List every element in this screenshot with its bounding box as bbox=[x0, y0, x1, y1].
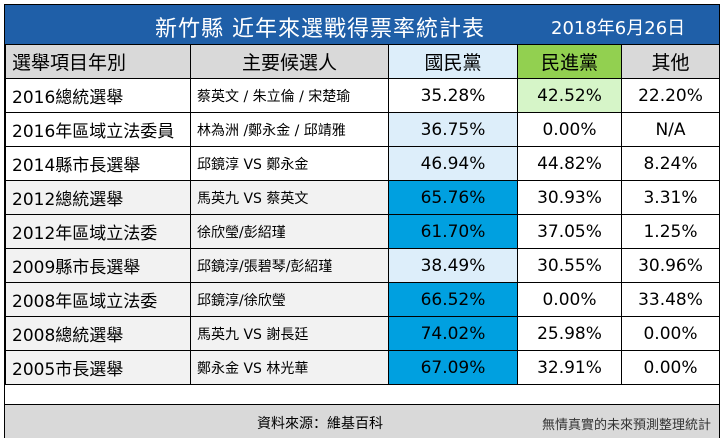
row-dpp: 42.52% bbox=[517, 78, 622, 113]
row-dpp: 30.93% bbox=[517, 180, 622, 215]
row-item: 2005市長選舉 bbox=[5, 350, 191, 385]
header-item: 選舉項目年別 bbox=[5, 44, 191, 79]
table-row: 2016總統選舉 蔡英文 / 朱立倫 / 宋楚瑜 35.28% 42.52% 2… bbox=[5, 78, 720, 113]
table-row: 2008總統選舉 馬英九 VS 謝長廷 74.02% 25.98% 0.00% bbox=[5, 316, 720, 351]
row-dpp: 0.00% bbox=[517, 282, 622, 317]
row-candidates: 鄭永金 VS 林光華 bbox=[190, 350, 389, 385]
table-row: 2012總統選舉 馬英九 VS 蔡英文 65.76% 30.93% 3.31% bbox=[5, 180, 720, 215]
row-other: N/A bbox=[621, 112, 720, 147]
row-dpp: 37.05% bbox=[517, 214, 622, 249]
header-candidates: 主要候選人 bbox=[190, 44, 389, 79]
row-kmt: 38.49% bbox=[388, 248, 518, 283]
election-results-table: 選舉項目年別 主要候選人 國民黨 民進黨 其他 2016總統選舉 蔡英文 / 朱… bbox=[5, 44, 720, 385]
row-item: 2016總統選舉 bbox=[5, 78, 191, 113]
row-other: 30.96% bbox=[621, 248, 720, 283]
table-row: 2012年區域立法委 徐欣瑩/彭紹瑾 61.70% 37.05% 1.25% bbox=[5, 214, 720, 249]
header-other: 其他 bbox=[621, 44, 720, 79]
row-other: 8.24% bbox=[621, 146, 720, 181]
table-row: 2014縣市長選舉 邱鏡淳 VS 鄭永金 46.94% 44.82% 8.24% bbox=[5, 146, 720, 181]
row-candidates: 徐欣瑩/彭紹瑾 bbox=[190, 214, 389, 249]
row-other: 0.00% bbox=[621, 316, 720, 351]
row-dpp: 0.00% bbox=[517, 112, 622, 147]
row-item: 2012總統選舉 bbox=[5, 180, 191, 215]
row-item: 2008年區域立法委 bbox=[5, 282, 191, 317]
table-row: 2009縣市長選舉 邱鏡淳/張碧琴/彭紹瑾 38.49% 30.55% 30.9… bbox=[5, 248, 720, 283]
row-dpp: 32.91% bbox=[517, 350, 622, 385]
row-item: 2012年區域立法委 bbox=[5, 214, 191, 249]
row-kmt: 66.52% bbox=[388, 282, 518, 317]
compiler-note: 無情真實的未來預測整理統計 bbox=[541, 418, 711, 433]
row-item: 2014縣市長選舉 bbox=[5, 146, 191, 181]
row-other: 3.31% bbox=[621, 180, 720, 215]
table-row: 2016年區域立法委員 林為洲 /鄭永金 / 邱靖雅 36.75% 0.00% … bbox=[5, 112, 720, 147]
title-bar: 新竹縣 近年來選戰得票率統計表 2018年6月26日 bbox=[5, 5, 719, 45]
row-dpp: 30.55% bbox=[517, 248, 622, 283]
row-kmt: 36.75% bbox=[388, 112, 518, 147]
row-candidates: 馬英九 VS 謝長廷 bbox=[190, 316, 389, 351]
row-kmt: 35.28% bbox=[388, 78, 518, 113]
row-item: 2009縣市長選舉 bbox=[5, 248, 191, 283]
row-other: 1.25% bbox=[621, 214, 720, 249]
row-item: 2008總統選舉 bbox=[5, 316, 191, 351]
source-note: 資料來源：維基百科 bbox=[257, 416, 383, 432]
row-dpp: 44.82% bbox=[517, 146, 622, 181]
row-dpp: 25.98% bbox=[517, 316, 622, 351]
row-kmt: 65.76% bbox=[388, 180, 518, 215]
row-other: 33.48% bbox=[621, 282, 720, 317]
row-candidates: 馬英九 VS 蔡英文 bbox=[190, 180, 389, 215]
header-kmt: 國民黨 bbox=[388, 44, 518, 79]
row-kmt: 74.02% bbox=[388, 316, 518, 351]
row-candidates: 林為洲 /鄭永金 / 邱靖雅 bbox=[190, 112, 389, 147]
row-candidates: 邱鏡淳/張碧琴/彭紹瑾 bbox=[190, 248, 389, 283]
row-other: 22.20% bbox=[621, 78, 720, 113]
header-dpp: 民進黨 bbox=[517, 44, 622, 79]
table-title: 新竹縣 近年來選戰得票率統計表 bbox=[155, 17, 485, 42]
row-other: 0.00% bbox=[621, 350, 720, 385]
table-date: 2018年6月26日 bbox=[551, 18, 686, 39]
row-kmt: 67.09% bbox=[388, 350, 518, 385]
row-kmt: 61.70% bbox=[388, 214, 518, 249]
row-candidates: 邱鏡淳 VS 鄭永金 bbox=[190, 146, 389, 181]
footer-bar: 資料來源：維基百科 無情真實的未來預測整理統計 bbox=[5, 404, 719, 438]
row-kmt: 46.94% bbox=[388, 146, 518, 181]
table-row: 2005市長選舉 鄭永金 VS 林光華 67.09% 32.91% 0.00% bbox=[5, 350, 720, 385]
row-item: 2016年區域立法委員 bbox=[5, 112, 191, 147]
row-candidates: 邱鏡淳/徐欣瑩 bbox=[190, 282, 389, 317]
stats-table-frame: 新竹縣 近年來選戰得票率統計表 2018年6月26日 選舉項目年別 主要候選人 … bbox=[4, 4, 720, 438]
table-row: 2008年區域立法委 邱鏡淳/徐欣瑩 66.52% 0.00% 33.48% bbox=[5, 282, 720, 317]
row-candidates: 蔡英文 / 朱立倫 / 宋楚瑜 bbox=[190, 78, 389, 113]
